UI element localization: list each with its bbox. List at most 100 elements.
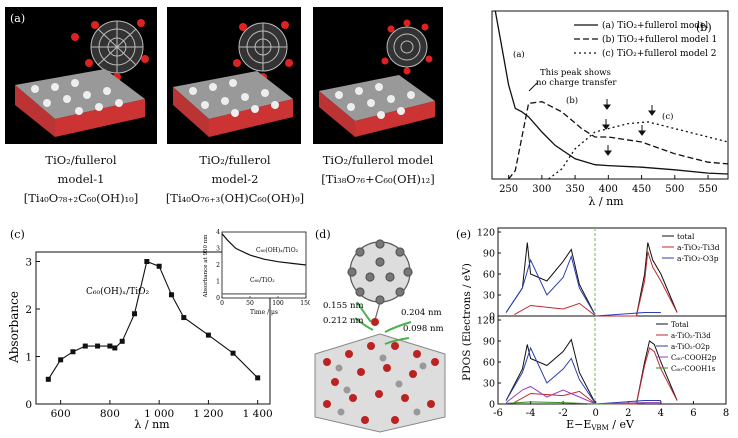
- tio2-slab: [15, 69, 145, 137]
- x-axis-label: λ / nm: [134, 418, 170, 431]
- structure-render: (d): [314, 228, 446, 433]
- y-tick-label: 2: [25, 304, 32, 316]
- spectrum-line-1: [508, 101, 729, 180]
- x-tick-label: 1 200: [193, 408, 223, 420]
- y-tick-label: 0: [489, 400, 495, 411]
- plot-frame: [35, 251, 271, 405]
- absorption-spectra-chart: 250 300 350 400 450 500 550 (b) λ / nm (a) TiO…: [491, 10, 729, 208]
- caption-line: TiO₂/fullerol: [199, 153, 271, 167]
- x-tick-label: 400: [599, 184, 618, 195]
- x-tick-label: 300: [532, 184, 551, 195]
- y-tick-label: 90: [483, 337, 495, 348]
- model-1-render: [15, 19, 149, 137]
- caption-line: [Ti₄₀O₇₆₊₃(OH)C₆₀(OH)₉]: [165, 191, 305, 205]
- pdos-line-0-2: [505, 254, 661, 317]
- model-1-caption: TiO₂/fullerol model-1 [Ti₄₀O₇₈₊₂C₆₀(OH)₁…: [0, 151, 162, 208]
- panel-e-label: (e): [456, 228, 471, 241]
- inset-frame: [221, 231, 307, 299]
- tio2-slab: [319, 75, 435, 137]
- inset-y-tick-label: 3: [216, 246, 220, 253]
- curve-label-b: (b): [566, 95, 578, 106]
- legend-top-total: total: [677, 232, 695, 241]
- y-tick-label: 120: [477, 316, 495, 327]
- legend-bottom-o2p: a-TiO₂-O2p: [671, 343, 710, 351]
- y-axis-label: Absorbance: [7, 291, 21, 364]
- model-1-image: [5, 7, 157, 144]
- legend-bottom: Total a-TiO₂-Ti3d a-TiO₂-O2p C₆₀-COOH2p …: [656, 321, 717, 373]
- x-tick-label: 1 000: [144, 408, 174, 420]
- y-tick-label: 3: [25, 257, 32, 269]
- data-point: [45, 376, 51, 382]
- data-points: [45, 259, 261, 382]
- inset-y-label: Absorbance at 950 nm: [203, 234, 209, 299]
- annotation-line-2: no charge transfer: [536, 78, 617, 88]
- data-point: [95, 343, 101, 349]
- y-tick-label: 1: [25, 352, 32, 364]
- legend-bottom-cooh2p: C₆₀-COOH2p: [671, 354, 717, 362]
- legend-entry-b: (b) TiO₂+fullerol model 1: [602, 34, 717, 45]
- model-2-image: [167, 7, 301, 144]
- x-tick-label: 500: [665, 184, 684, 195]
- y-tick-label: 120: [477, 228, 495, 239]
- inset-label-bottom: C₆₀/TiO₂: [250, 277, 275, 284]
- distance-label-1: 0.155 nm: [323, 301, 364, 311]
- data-point: [168, 292, 174, 298]
- y-tick-label: 30: [483, 379, 495, 390]
- tio2-slab: [173, 71, 293, 137]
- legend-top: total a-TiO₂-Ti3d a-TiO₂-O3p: [662, 232, 720, 263]
- distance-label-4: 0.098 nm: [403, 324, 444, 334]
- legend-bottom-total: Total: [671, 321, 689, 329]
- plot-frame: [491, 10, 729, 180]
- annotation-arrow: [528, 81, 539, 92]
- panel-a-label: (a): [10, 12, 26, 25]
- data-point: [58, 357, 64, 363]
- inset-ticks: 0 50 100 150 0 1 2 3 4: [216, 229, 310, 307]
- model-3-image: [313, 7, 443, 144]
- legend-entry-c: (c) TiO₂+fullerol model 2: [602, 48, 717, 59]
- x-tick-label: 2: [625, 408, 631, 419]
- data-point: [156, 263, 162, 269]
- y-tick-label: 90: [483, 249, 495, 260]
- y-tick-label: 0: [489, 312, 495, 323]
- spectra-lines: [494, 10, 729, 180]
- y-tick-label: 0: [25, 399, 32, 411]
- x-tick-label: 450: [632, 184, 651, 195]
- data-point: [112, 345, 118, 351]
- distance-label-2: 0.204 nm: [401, 308, 442, 318]
- curve-label-c: (c): [662, 111, 673, 122]
- inset-x-tick-label: 50: [246, 300, 254, 307]
- caption-line: model-2: [211, 172, 259, 186]
- pdos-lines: [505, 242, 678, 405]
- inset-y-tick-label: 4: [216, 229, 220, 236]
- legend: (a) TiO₂+fullerol model (b) TiO₂+fullero…: [574, 20, 717, 59]
- panel-b-label: (b): [696, 21, 712, 34]
- peak-arrows: [602, 99, 656, 156]
- model-2-caption: TiO₂/fullerol model-2 [Ti₄₀O₇₆₊₃(OH)C₆₀(…: [160, 151, 310, 208]
- x-tick-label: 6: [690, 408, 696, 419]
- legend-entry-a: (a) TiO₂+fullerol model: [602, 20, 708, 31]
- legend-top-ti3d: a-TiO₂-Ti3d: [677, 243, 720, 252]
- caption-line: [Ti₃₈O₇₆+C₆₀(OH)₁₂]: [321, 172, 435, 186]
- caption-line: model-1: [57, 172, 105, 186]
- y-tick-label: 60: [483, 358, 495, 369]
- pdos-chart: (e) PDOS (Electrons / eV) E−EVBM / eV 0 3…: [456, 227, 729, 432]
- x-tick-label: 800: [100, 408, 120, 420]
- top-plot-frame: [497, 227, 727, 317]
- data-point: [119, 338, 125, 344]
- inset-y-tick-label: 0: [216, 295, 220, 302]
- bond-arrows: [354, 301, 412, 345]
- data-point: [107, 343, 113, 349]
- fullerene-cage: [238, 22, 288, 72]
- caption-line: TiO₂/fullerol: [45, 153, 117, 167]
- inset-x-tick-label: 0: [220, 300, 224, 307]
- data-point: [230, 350, 236, 356]
- x-tick-label: 550: [699, 184, 718, 195]
- pdos-line-0-1: [514, 251, 678, 317]
- decay-inset-chart: 0 50 100 150 0 1 2 3 4 Absorbance at 950 nm Time…: [203, 229, 310, 316]
- pdos-line-1-2: [505, 346, 661, 405]
- data-point: [205, 332, 211, 338]
- x-tick-label: 350: [566, 184, 585, 195]
- absorbance-chart: (c) Absorbance λ / nm 600 800 1 000 1 200 1 …: [7, 228, 273, 431]
